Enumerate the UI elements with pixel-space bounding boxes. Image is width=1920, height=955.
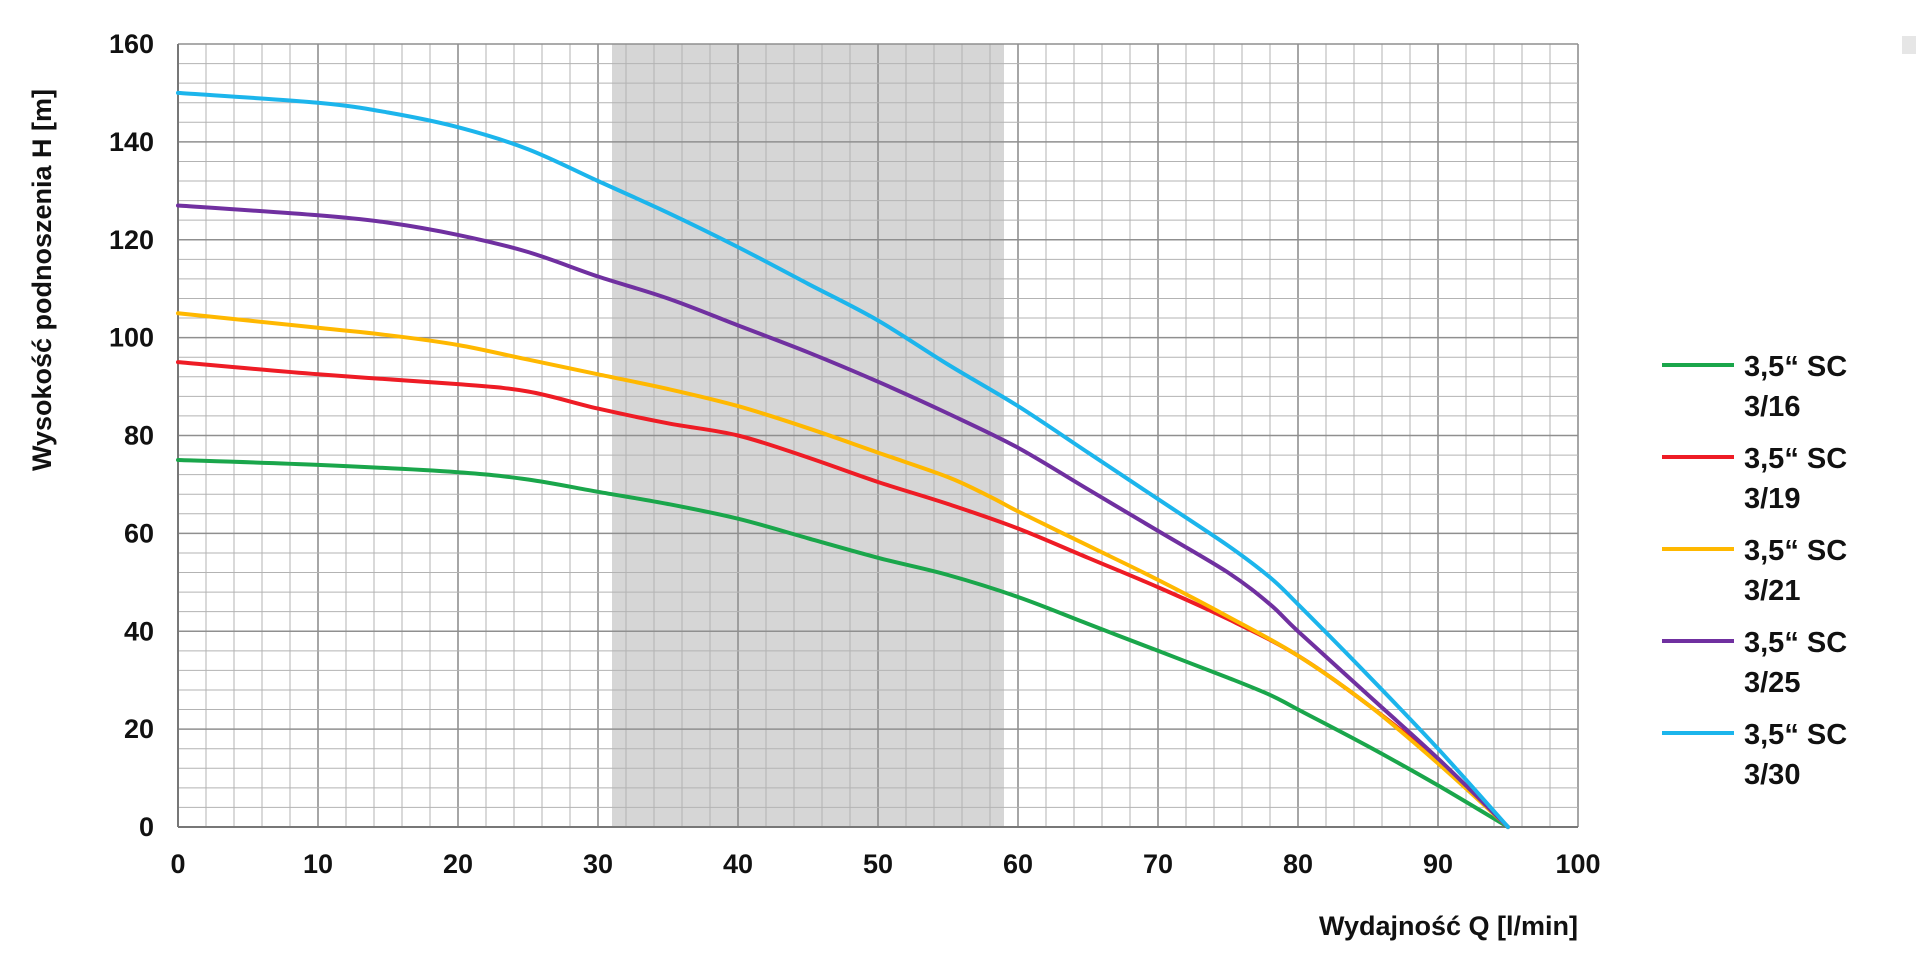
x-tick-label: 10 [303,849,333,879]
y-tick-label: 20 [124,714,154,744]
legend-item: 3,5“ SC 3/16 [1662,351,1847,423]
legend-label: 3,5“ SC [1744,443,1847,475]
y-tick-label: 140 [109,127,154,157]
legend-label: 3,5“ SC [1744,719,1847,751]
x-tick-label: 90 [1423,849,1453,879]
y-tick-label: 0 [139,812,154,842]
x-tick-label: 40 [723,849,753,879]
y-tick-label: 100 [109,323,154,353]
y-tick-label: 120 [109,225,154,255]
y-tick-label: 60 [124,518,154,548]
x-axis-title: Wydajność Q [l/min] [1319,911,1578,941]
legend-item: 3,5“ SC 3/30 [1662,719,1847,791]
x-tick-label: 30 [583,849,613,879]
legend-item: 3,5“ SC 3/21 [1662,535,1847,607]
legend-label: 3/21 [1744,575,1800,607]
x-tick-label: 0 [170,849,185,879]
series-line-4 [176,203,1510,829]
x-tick-label: 50 [863,849,893,879]
x-tick-label: 60 [1003,849,1033,879]
y-tick-label: 80 [124,421,154,451]
legend-label: 3/30 [1744,759,1800,791]
corner-mark [1902,36,1916,54]
legend-label: 3,5“ SC [1744,351,1847,383]
legend-label: 3,5“ SC [1744,535,1847,567]
legend-label: 3/25 [1744,667,1800,699]
x-tick-label: 100 [1555,849,1600,879]
tick-label-layer: 0 10 20 30 40 50 60 70 80 90 100 0 20 40 60 80 100 120 140… [109,29,1601,879]
y-tick-label: 160 [109,29,154,59]
legend-label: 3/19 [1744,483,1800,515]
series-layer [176,90,1510,829]
series-line-1 [176,458,1510,829]
legend-item: 3,5“ SC 3/25 [1662,627,1847,699]
x-tick-label: 20 [443,849,473,879]
legend-label: 3/16 [1744,391,1800,423]
series-line-3 [176,311,1510,829]
y-tick-label: 40 [124,616,154,646]
y-axis-title: Wysokość podnoszenia H [m] [27,89,57,471]
legend-label: 3,5“ SC [1744,627,1847,659]
legend-item: 3,5“ SC 3/19 [1662,443,1847,515]
legend: 3,5“ SC3/163,5“ SC3/193,5“ SC3/213,5“ SC… [1662,351,1847,791]
grid-layer [177,43,1579,828]
x-tick-label: 80 [1283,849,1313,879]
series-line-5 [176,90,1510,829]
x-tick-label: 70 [1143,849,1173,879]
